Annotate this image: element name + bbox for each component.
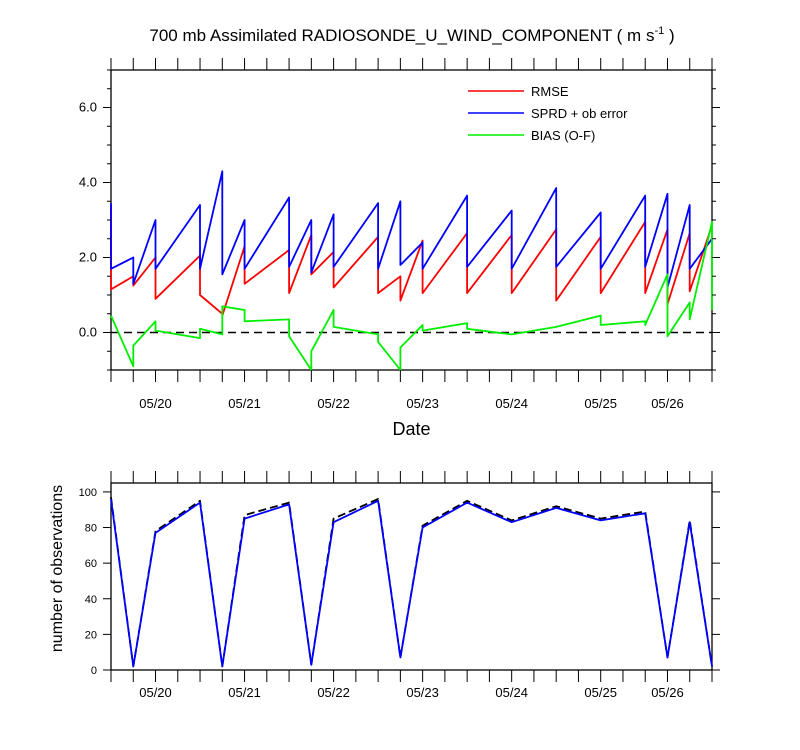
x-tick-label: 05/21 [228, 685, 261, 700]
bottom-plot-frame [110, 482, 713, 671]
y-tick-label: 60 [85, 558, 97, 570]
y-tick-label: 80 [85, 523, 97, 535]
x-tick-label: 05/23 [406, 396, 439, 411]
y-axis-title-observations: number of observations [49, 485, 66, 652]
y-tick-label: 0 [91, 665, 97, 677]
series-line-observations-dashed- [110, 497, 713, 668]
y-tick-label: 20 [85, 629, 97, 641]
top-panel: 0.0 2.0 4.0 6.0 05/20 05/21 05/22 05/23 05/24 05… [79, 58, 720, 439]
x-tick-label: 05/25 [584, 685, 617, 700]
series-line-bias-o-f- [110, 221, 713, 371]
x-axis-title: Date [392, 419, 430, 439]
y-tick-label: 6.0 [79, 100, 97, 115]
series-line-observations [110, 498, 713, 668]
x-tick-label: 05/21 [228, 396, 261, 411]
x-tick-label: 05/23 [406, 685, 439, 700]
x-tick-label: 05/22 [317, 685, 350, 700]
x-tick-label: 05/24 [495, 396, 528, 411]
chart-title: 700 mb Assimilated RADIOSONDE_U_WIND_COM… [149, 25, 674, 45]
x-tick-label: 05/20 [139, 685, 172, 700]
legend-rmse-label: RMSE [531, 84, 569, 99]
x-tick-label: 05/26 [651, 685, 684, 700]
y-tick-label: 40 [85, 594, 97, 606]
y-tick-label: 0.0 [79, 325, 97, 340]
x-tick-label: 05/24 [495, 685, 528, 700]
y-tick-label: 2.0 [79, 250, 97, 265]
x-tick-label: 05/22 [317, 396, 350, 411]
legend: RMSE SPRD + ob error BIAS (O-F) [468, 84, 628, 143]
y-tick-label: 4.0 [79, 175, 97, 190]
legend-bias-label: BIAS (O-F) [531, 128, 595, 143]
y-tick-label: 100 [79, 487, 97, 499]
series-line-sprd-ob-error [110, 170, 713, 289]
x-tick-label: 05/26 [651, 396, 684, 411]
x-tick-label: 05/20 [139, 396, 172, 411]
legend-sprd-label: SPRD + ob error [531, 106, 628, 121]
bottom-panel: 0 20 40 60 80 100 05/20 05/21 05/22 05/23 05/24 05… [49, 471, 720, 700]
x-tick-label: 05/25 [584, 396, 617, 411]
